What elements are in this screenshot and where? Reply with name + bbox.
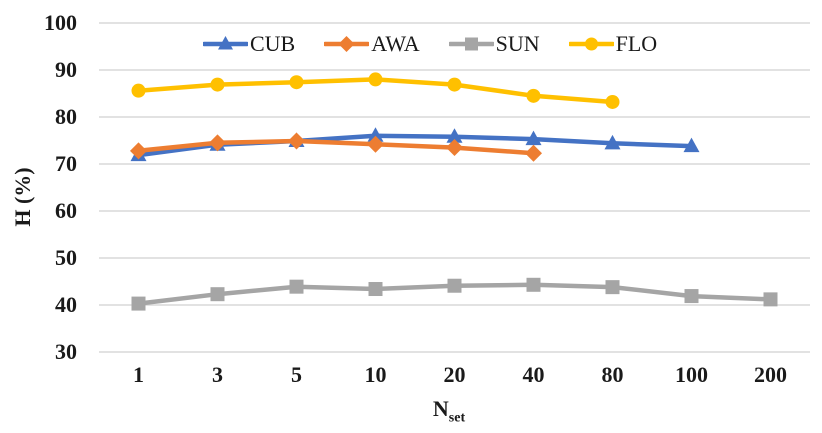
marker-diamond xyxy=(446,139,463,157)
marker-square xyxy=(464,37,478,51)
marker-square xyxy=(605,280,620,295)
y-tick-label-40: 40 xyxy=(55,292,77,317)
legend-label-sun: SUN xyxy=(495,31,540,56)
marker-square xyxy=(289,279,304,294)
legend-label-awa: AWA xyxy=(371,31,420,56)
marker-circle xyxy=(368,72,383,87)
x-tick-label-5: 5 xyxy=(291,362,302,387)
y-tick-label-60: 60 xyxy=(55,198,77,223)
legend-swatch-flo xyxy=(568,37,614,51)
y-tick-label-80: 80 xyxy=(55,104,77,129)
legend-item-flo: FLO xyxy=(568,31,658,57)
x-axis-title: Nset xyxy=(389,396,509,426)
marker-triangle xyxy=(218,36,233,50)
y-tick-label-90: 90 xyxy=(55,57,77,82)
x-tick-label-200: 200 xyxy=(754,362,787,387)
marker-circle xyxy=(289,75,304,90)
marker-square xyxy=(368,282,383,297)
chart-legend: CUB AWA SUN FLO xyxy=(203,31,657,57)
marker-square xyxy=(763,292,778,307)
marker-triangle xyxy=(525,130,542,146)
series-flo xyxy=(131,72,620,109)
legend-swatch-cub xyxy=(203,36,248,50)
x-tick-label-40: 40 xyxy=(522,362,545,387)
legend-swatch-awa xyxy=(324,36,370,52)
marker-square xyxy=(210,287,225,302)
marker-diamond xyxy=(367,135,384,153)
marker-circle xyxy=(447,77,462,92)
legend-swatch-sun xyxy=(448,37,494,51)
marker-circle xyxy=(131,83,146,98)
x-axis-title-base: N xyxy=(432,396,449,421)
legend-item-awa: AWA xyxy=(324,31,420,57)
x-axis-title-subscript: set xyxy=(448,410,466,426)
marker-diamond xyxy=(130,142,147,160)
series-awa xyxy=(130,132,542,162)
x-tick-label-80: 80 xyxy=(601,362,624,387)
marker-triangle xyxy=(683,137,700,153)
legend-item-cub: CUB xyxy=(203,31,295,57)
x-tick-label-20: 20 xyxy=(443,362,466,387)
series-sun xyxy=(131,277,778,311)
series-line-awa xyxy=(136,138,536,156)
y-axis-title: H (%) xyxy=(10,167,35,227)
marker-circle xyxy=(605,94,620,109)
x-tick-label-3: 3 xyxy=(212,362,223,387)
marker-square xyxy=(131,296,146,311)
marker-triangle xyxy=(367,127,384,142)
x-tick-label-10: 10 xyxy=(364,362,387,387)
legend-label-cub: CUB xyxy=(250,31,296,56)
legend-label-flo: FLO xyxy=(615,31,658,56)
marker-square xyxy=(447,278,462,293)
y-tick-label-70: 70 xyxy=(55,151,77,176)
marker-square xyxy=(526,277,541,292)
legend-item-sun: SUN xyxy=(448,31,540,57)
marker-square xyxy=(684,289,699,304)
marker-diamond xyxy=(209,134,226,152)
marker-triangle xyxy=(446,128,463,143)
marker-circle xyxy=(526,88,541,103)
y-tick-label-30: 30 xyxy=(55,339,77,364)
x-tick-label-1: 1 xyxy=(133,362,144,387)
marker-diamond xyxy=(525,144,542,162)
marker-circle xyxy=(210,77,225,92)
x-tick-label-100: 100 xyxy=(675,362,708,387)
marker-triangle xyxy=(604,134,621,150)
y-tick-label-50: 50 xyxy=(55,245,77,270)
marker-circle xyxy=(584,37,598,51)
marker-diamond xyxy=(338,36,355,52)
marker-diamond xyxy=(288,132,305,150)
y-tick-label-100: 100 xyxy=(44,10,77,35)
